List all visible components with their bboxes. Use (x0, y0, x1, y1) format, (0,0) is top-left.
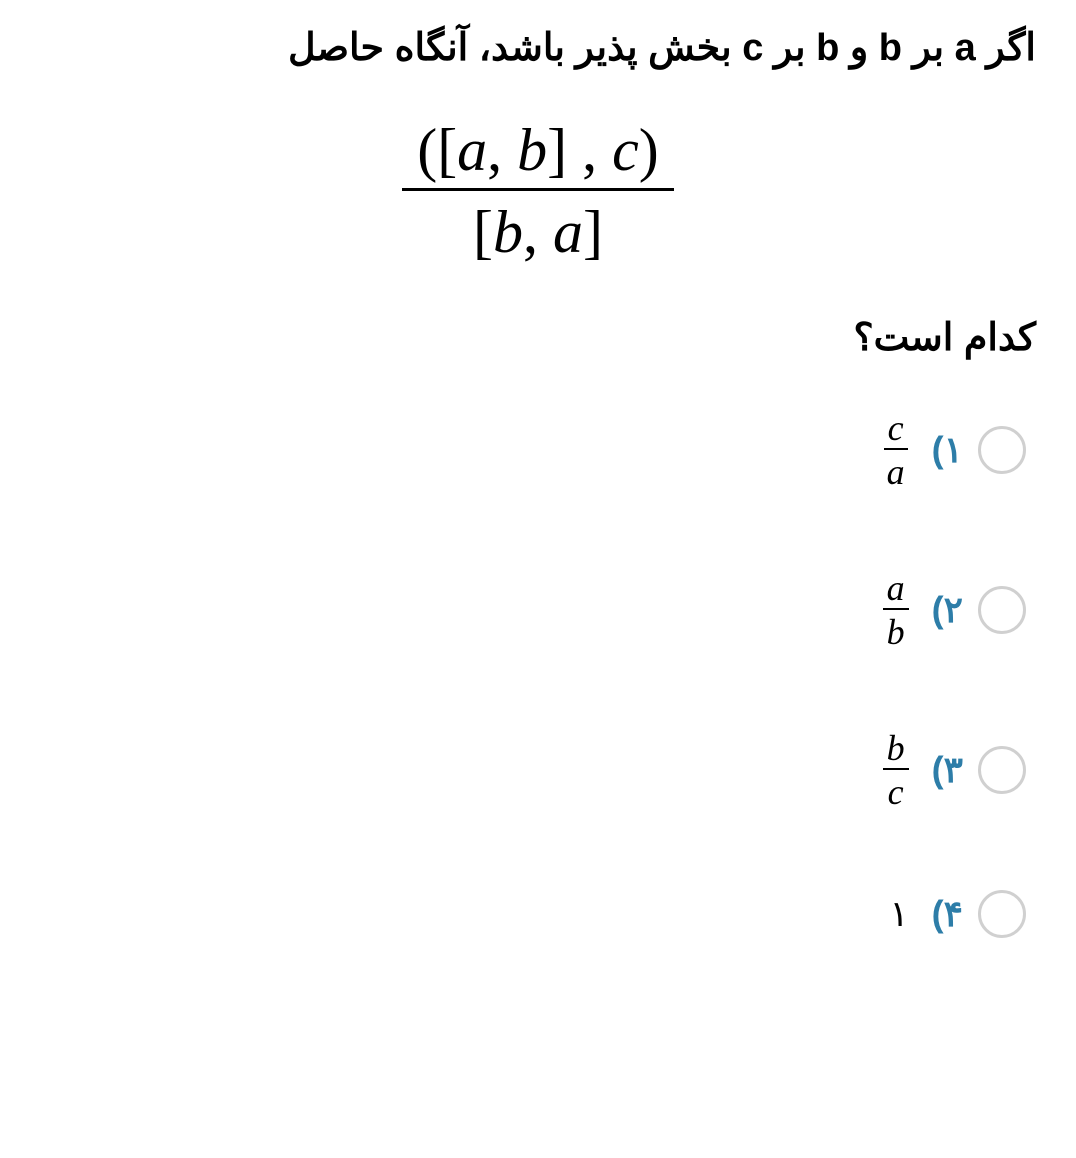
comma: , (523, 199, 538, 265)
option-number: ۲) (932, 589, 963, 631)
paren-open: ( (417, 117, 437, 183)
fraction-numerator: a (883, 570, 909, 610)
comma: , (582, 117, 597, 183)
option-2[interactable]: ۲) a b (40, 570, 1026, 650)
fraction-numerator: b (883, 730, 909, 770)
option-number: ۱) (932, 429, 963, 471)
formula: ([a, b] , c) [b, a] (402, 117, 674, 265)
var-c: c (612, 117, 639, 183)
radio-circle[interactable] (978, 586, 1026, 634)
fraction: a b (883, 570, 909, 650)
formula-numerator: ([a, b] , c) (402, 117, 674, 191)
option-number: ۴) (932, 893, 963, 935)
fraction: b c (883, 730, 909, 810)
option-3[interactable]: ۳) b c (40, 730, 1026, 810)
option-value: c a (883, 410, 909, 490)
option-value: a b (883, 570, 909, 650)
radio-circle[interactable] (978, 890, 1026, 938)
bracket-close: ] (583, 199, 603, 265)
option-number: ۳) (932, 749, 963, 791)
fraction-denominator: a (883, 450, 909, 490)
question-end: کدام است؟ (40, 315, 1036, 360)
formula-container: ([a, b] , c) [b, a] (40, 117, 1036, 265)
var-b: b (517, 117, 547, 183)
var-b: b (493, 199, 523, 265)
bracket-open: [ (473, 199, 493, 265)
option-1[interactable]: ۱) c a (40, 410, 1026, 490)
option-value: b c (883, 730, 909, 810)
formula-denominator: [b, a] (402, 191, 674, 265)
option-4[interactable]: ۴) ۱ (40, 890, 1026, 938)
fraction-denominator: c (884, 770, 908, 810)
bracket-open: [ (437, 117, 457, 183)
options-container: ۱) c a ۲) a b ۳) b c ۴) ۱ (40, 410, 1036, 938)
comma: , (487, 117, 502, 183)
bracket-close: ] (547, 117, 567, 183)
fraction: c a (883, 410, 909, 490)
radio-circle[interactable] (978, 426, 1026, 474)
var-a: a (457, 117, 487, 183)
question-text: اگر a بر b و b بر c بخش پذیر باشد، آنگاه… (40, 20, 1036, 77)
option-value: ۱ (889, 893, 908, 935)
fraction-denominator: b (883, 610, 909, 650)
var-a: a (553, 199, 583, 265)
paren-close: ) (639, 117, 659, 183)
fraction-numerator: c (884, 410, 908, 450)
radio-circle[interactable] (978, 746, 1026, 794)
